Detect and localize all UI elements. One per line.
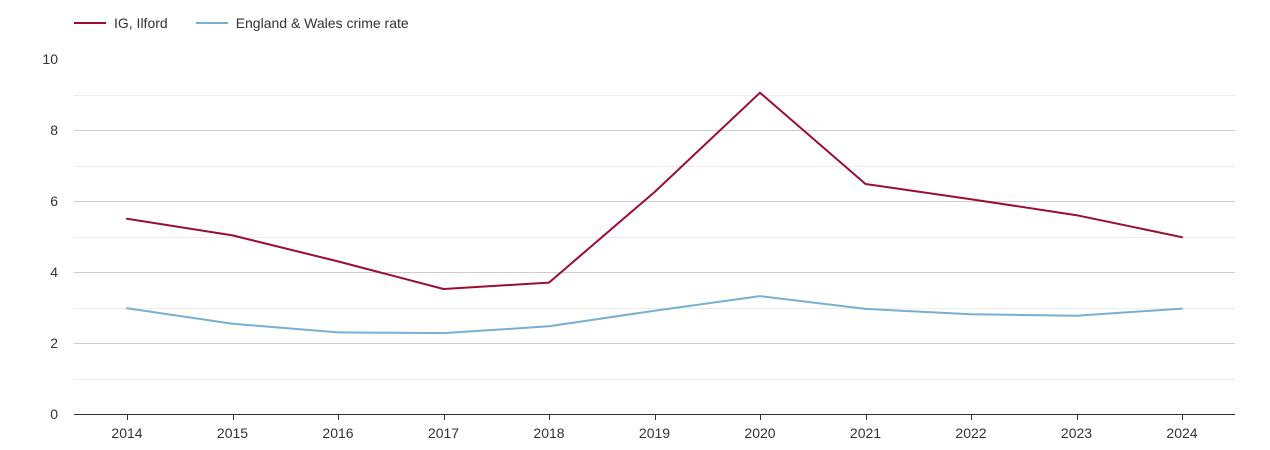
x-tick-label: 2021 (850, 425, 881, 441)
y-tick-label: 6 (50, 193, 58, 209)
series-line-england-wales-crime-rate[interactable] (127, 296, 1182, 333)
y-tick-label: 10 (42, 51, 58, 67)
y-tick-label: 8 (50, 122, 58, 138)
y-tick-label: 4 (50, 264, 58, 280)
x-tick-label: 2018 (533, 425, 564, 441)
x-tick-label: 2024 (1166, 425, 1197, 441)
x-tick-label: 2022 (955, 425, 986, 441)
x-tick-label: 2015 (217, 425, 248, 441)
series-line-ig-ilford[interactable] (127, 93, 1182, 289)
y-tick-label: 0 (50, 406, 58, 422)
x-tick-label: 2019 (639, 425, 670, 441)
x-tick-label: 2023 (1061, 425, 1092, 441)
x-tick-label: 2017 (428, 425, 459, 441)
y-tick-label: 2 (50, 335, 58, 351)
x-tick-label: 2016 (322, 425, 353, 441)
x-tick-label: 2014 (111, 425, 142, 441)
x-tick-label: 2020 (744, 425, 775, 441)
